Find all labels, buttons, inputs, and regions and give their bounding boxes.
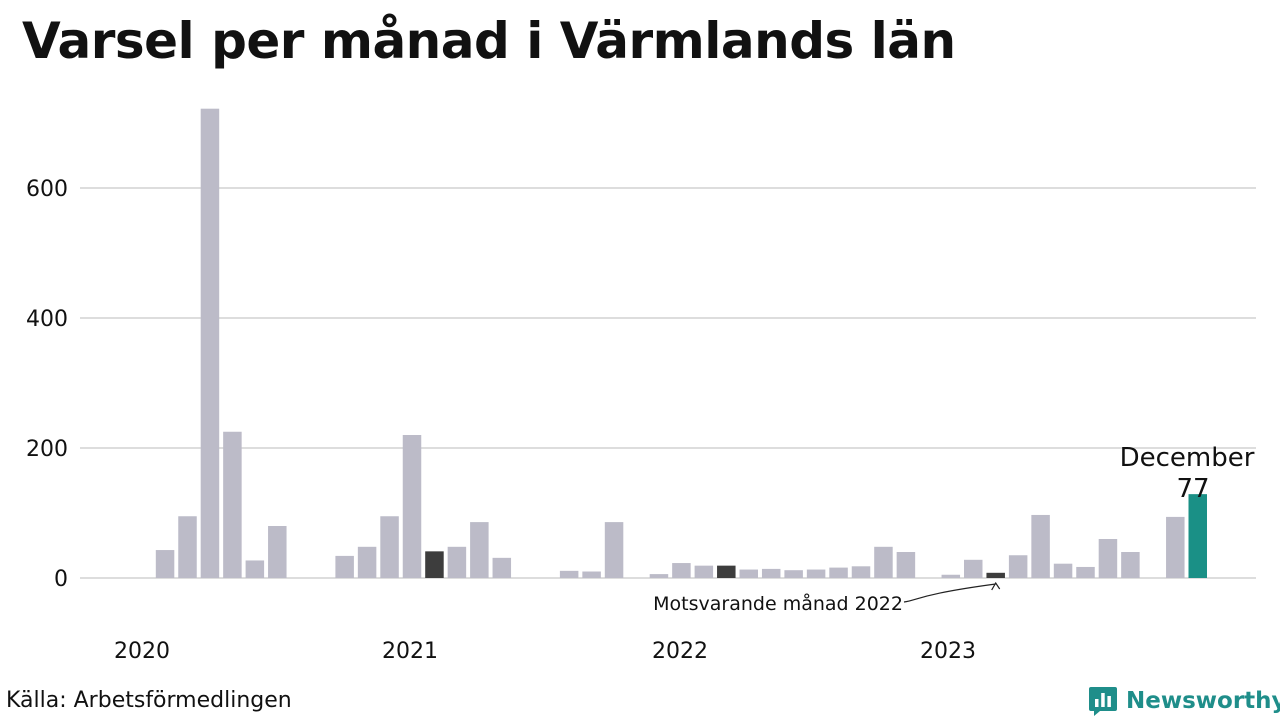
annotation-highlight-value: 77 — [1176, 474, 1209, 504]
source-note: Källa: Arbetsförmedlingen — [6, 688, 292, 713]
y-tick-label: 0 — [54, 567, 68, 592]
bar: 2021-03: 48 — [447, 546, 467, 578]
brand[interactable]: Newsworthy — [1088, 684, 1280, 718]
bar: 2020-06: 27 — [245, 560, 265, 578]
bar-highlight: 2023-12: 129 — [1188, 494, 1207, 578]
bar: 2021-01: 220 — [402, 435, 422, 578]
x-tick-label: 2022 — [652, 639, 708, 664]
bar: 2022-02: 19 — [694, 565, 714, 578]
bar: 2020-05: 225 — [223, 431, 242, 578]
bar: 2023-04: 35 — [1008, 555, 1028, 578]
bar: 2022-04: 13 — [739, 569, 758, 578]
bar: 2023-05: 97 — [1031, 514, 1050, 578]
bar: 2023-02: 28 — [964, 559, 983, 578]
y-tick-label: 400 — [26, 307, 68, 332]
bar-comparison: 2022-03: 19 — [717, 565, 736, 578]
x-tick-label: 2021 — [382, 639, 438, 664]
bar: 2020-07: 80 — [268, 526, 287, 578]
brand-name: Newsworthy — [1126, 688, 1280, 714]
x-tick-label: 2020 — [114, 639, 170, 664]
bar: 2022-01: 23 — [672, 563, 691, 578]
bar: 2020-12: 95 — [380, 516, 399, 578]
bar: 2022-11: 40 — [896, 552, 916, 578]
bar: 2023-01: 5 — [941, 574, 961, 578]
bar: 2023-11: 94 — [1166, 516, 1185, 578]
bar: 2021-08: 11 — [559, 570, 579, 578]
bar: 2020-04: 722 — [200, 108, 220, 578]
bar: 2022-06: 12 — [784, 570, 803, 578]
bar: 2023-07: 17 — [1076, 566, 1095, 578]
bar: 2020-02: 43 — [155, 550, 175, 578]
annotation-arrow — [903, 583, 996, 603]
bar-comparison: 2021-02: 41 — [425, 551, 444, 578]
chart-title: Varsel per månad i Värmlands län — [22, 12, 956, 70]
y-axis-tick-labels: 0 200 400 600 — [26, 177, 68, 592]
bar: 2021-04: 86 — [470, 522, 489, 578]
bar: 2022-10: 48 — [874, 546, 893, 578]
bar: 2021-12: 6 — [649, 574, 669, 578]
newsworthy-logo-icon — [1089, 687, 1117, 716]
bar: 2021-09: 10 — [582, 571, 601, 578]
annotation-arrowhead — [991, 581, 1001, 591]
bar: 2022-09: 18 — [851, 566, 871, 578]
bar: 2023-08: 60 — [1098, 539, 1118, 578]
bar: 2022-05: 14 — [761, 568, 781, 578]
bar: 2021-10: 86 — [604, 522, 624, 578]
x-axis-tick-labels: 2020 2021 2022 2023 — [114, 639, 976, 664]
annotation-comparison-label: Motsvarande månad 2022 — [653, 592, 903, 615]
y-tick-label: 600 — [26, 177, 68, 202]
bar: 2020-03: 95 — [178, 516, 197, 578]
gridlines — [80, 187, 1256, 579]
bar: 2023-06: 22 — [1053, 563, 1073, 578]
bars: 2020-02: 432020-03: 952020-04: 7222020-0… — [155, 108, 1207, 578]
bar: 2023-09: 40 — [1121, 552, 1140, 578]
bar: 2020-11: 48 — [357, 546, 377, 578]
annotation-highlight-month: December — [1120, 443, 1255, 473]
bar: 2022-08: 16 — [829, 567, 848, 578]
bar: 2022-07: 13 — [806, 569, 826, 578]
y-tick-label: 200 — [26, 437, 68, 462]
bar: 2020-10: 34 — [335, 555, 354, 578]
x-tick-label: 2023 — [920, 639, 976, 664]
bar: 2021-05: 31 — [492, 557, 512, 578]
bar-comparison: 2023-03: 8 — [986, 572, 1005, 578]
